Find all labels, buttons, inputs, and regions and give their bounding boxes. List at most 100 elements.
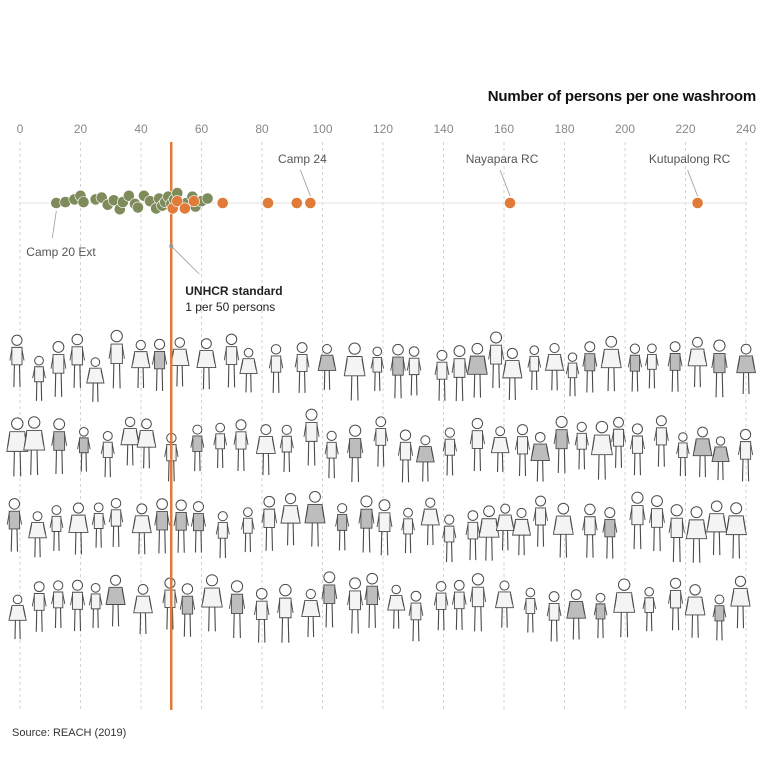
- person-figure: [86, 357, 105, 402]
- person-figure: [553, 415, 570, 473]
- data-point: [122, 189, 135, 202]
- person-figure: [653, 415, 669, 467]
- person-figure: [131, 339, 151, 389]
- person-figure: [304, 490, 326, 547]
- person-figure: [687, 336, 708, 388]
- person-figure: [469, 573, 487, 632]
- x-tick-label: 100: [312, 122, 332, 136]
- person-figure: [31, 581, 47, 632]
- person-figure: [196, 338, 217, 390]
- person-figure: [582, 341, 598, 393]
- person-figure: [488, 331, 505, 389]
- x-tick-label: 220: [675, 122, 695, 136]
- person-figure: [565, 352, 580, 397]
- data-point: [262, 197, 274, 209]
- person-figure: [546, 591, 562, 642]
- data-point: [504, 197, 516, 209]
- person-figure: [629, 491, 646, 550]
- person-figure: [627, 343, 643, 392]
- person-figure: [8, 594, 27, 640]
- person-figure: [730, 575, 751, 629]
- data-point: [188, 195, 200, 208]
- x-tick-label: 240: [736, 122, 756, 136]
- data-point: [178, 202, 191, 215]
- person-figure: [574, 421, 589, 470]
- person-figure: [692, 426, 713, 478]
- person-figure: [120, 416, 140, 466]
- person-figure: [408, 590, 424, 642]
- person-figure: [442, 514, 457, 563]
- person-figure: [502, 347, 523, 400]
- data-point: [171, 195, 184, 208]
- person-figure: [433, 581, 449, 631]
- person-figure: [611, 416, 626, 468]
- person-figure: [50, 341, 67, 397]
- data-point: [132, 201, 144, 214]
- person-figure: [711, 339, 728, 398]
- data-point: [304, 197, 317, 209]
- annotation-label: Nayapara RC: [466, 152, 539, 166]
- person-figure: [420, 497, 440, 546]
- person-figure: [593, 592, 608, 639]
- person-figure: [706, 500, 728, 556]
- annotation-leaders: [51, 169, 698, 239]
- annotation-label: Kutupalong RC: [649, 152, 731, 166]
- person-figure: [582, 503, 598, 558]
- person-figure: [131, 503, 152, 555]
- person-figure: [51, 418, 68, 475]
- person-figure: [495, 503, 515, 551]
- person-figure: [215, 511, 230, 559]
- person-figure: [613, 578, 636, 638]
- person-figure: [261, 495, 278, 551]
- person-figure: [154, 498, 170, 554]
- data-point: [77, 196, 90, 208]
- person-figure: [77, 427, 91, 472]
- person-figure: [668, 504, 685, 563]
- person-figure: [512, 507, 532, 556]
- person-figure: [152, 338, 168, 391]
- person-figure: [303, 408, 320, 466]
- person-figure: [552, 502, 574, 558]
- person-figure: [465, 510, 481, 561]
- person-figure: [223, 333, 240, 388]
- x-tick-label: 180: [554, 122, 574, 136]
- annotation-label: Camp 24: [278, 152, 327, 166]
- person-figure: [566, 589, 587, 640]
- person-figure: [233, 419, 249, 471]
- reference-label-title: UNHCR standard: [185, 284, 282, 298]
- person-figure: [6, 498, 23, 552]
- person-figure: [515, 424, 530, 476]
- person-figure: [70, 579, 85, 632]
- person-figure: [190, 424, 205, 472]
- person-figure: [100, 430, 115, 478]
- person-figure: [268, 344, 284, 393]
- annotation-leader: [687, 169, 698, 197]
- person-figure: [279, 424, 294, 473]
- person-figure: [667, 341, 683, 392]
- person-figure: [136, 418, 157, 469]
- person-figure: [390, 343, 406, 399]
- person-figure: [201, 574, 223, 632]
- person-figure: [179, 583, 196, 637]
- chart-title: Number of persons per one washroom: [487, 88, 756, 105]
- person-figure: [451, 579, 467, 630]
- person-figure: [213, 422, 227, 468]
- person-figure: [241, 507, 255, 553]
- person-figure: [545, 342, 565, 391]
- person-figure: [347, 424, 364, 483]
- person-figure: [301, 588, 321, 637]
- person-figure: [108, 329, 125, 389]
- person-figure: [530, 431, 551, 482]
- person-figure: [294, 342, 310, 393]
- x-tick-label: 80: [255, 122, 269, 136]
- person-figure: [277, 583, 294, 643]
- person-figure: [712, 594, 727, 641]
- annotations: Camp 20 Ext Camp 24 Nayapara RC Kutupalong …: [26, 152, 730, 259]
- person-figure: [466, 342, 488, 398]
- person-figure: [736, 343, 756, 394]
- person-figure: [527, 345, 542, 391]
- person-figure: [711, 436, 730, 481]
- person-figure: [478, 505, 500, 561]
- person-figure: [490, 426, 510, 473]
